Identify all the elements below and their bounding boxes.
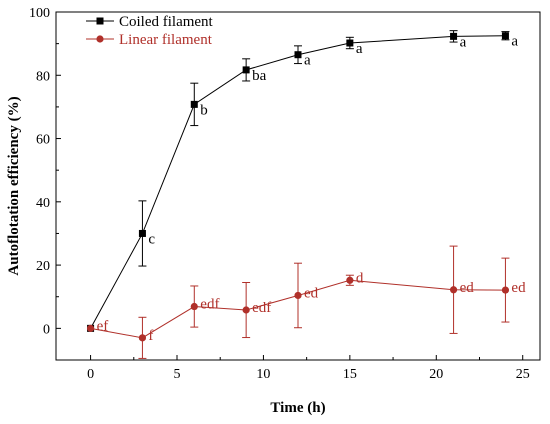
legend-label-linear: Linear filament	[119, 32, 213, 48]
x-tick-label: 15	[343, 367, 357, 382]
data-point	[294, 51, 302, 59]
plot-area: c b ba a a a a ef f edf edf ed d ed ed	[86, 30, 526, 359]
series-line	[90, 35, 506, 329]
x-tick-label: 5	[174, 367, 181, 382]
data-point	[346, 276, 354, 284]
data-point	[450, 32, 458, 40]
y-axis-label: Autoflotation efficiency (%)	[6, 96, 22, 275]
y-tick-label: 20	[36, 259, 50, 274]
data-point	[242, 306, 250, 314]
significance-label: edf	[252, 300, 271, 316]
legend-label-coiled: Coiled filament	[119, 14, 214, 30]
x-tick-label: 20	[429, 367, 443, 382]
x-tick-label: 25	[516, 367, 530, 382]
significance-label: edf	[200, 297, 219, 313]
significance-label: d	[356, 270, 364, 286]
x-tick-label: 10	[256, 367, 270, 382]
significance-label: a	[511, 34, 518, 50]
data-point	[138, 229, 146, 237]
legend-marker-coiled	[96, 17, 104, 25]
series-line	[90, 279, 506, 339]
significance-label: ed	[511, 280, 526, 296]
significance-label: a	[356, 41, 363, 57]
plot-frame	[55, 11, 541, 361]
significance-label: f	[148, 328, 153, 344]
data-point	[242, 66, 250, 74]
significance-label: c	[148, 231, 155, 247]
x-tick-label: 0	[87, 367, 94, 382]
data-point	[86, 324, 95, 332]
significance-label: b	[200, 102, 208, 118]
x-axis-label: Time (h)	[270, 400, 325, 416]
data-point	[138, 334, 147, 342]
y-tick-label: 0	[43, 322, 50, 337]
legend-marker-linear	[96, 35, 104, 43]
data-point	[501, 286, 510, 294]
y-tick-label: 40	[36, 196, 50, 211]
data-point	[346, 39, 354, 47]
significance-label: ed	[304, 285, 319, 301]
significance-label: ba	[252, 68, 267, 84]
axis-ticks: 0 5 10 15 20 25 0 20 40 60 80 100	[29, 6, 530, 382]
significance-label: a	[304, 53, 311, 69]
y-tick-label: 80	[36, 69, 50, 84]
legend: Coiled filament Linear filament	[86, 14, 214, 48]
data-point	[449, 286, 458, 294]
data-point	[294, 291, 302, 300]
series-linear: ef f edf edf ed d ed ed	[86, 245, 526, 359]
y-tick-label: 60	[36, 133, 50, 148]
data-point	[190, 100, 198, 108]
series-coiled: c b ba a a a a	[87, 30, 518, 332]
significance-label: a	[460, 34, 467, 50]
y-tick-label: 100	[29, 6, 50, 21]
data-point	[501, 32, 509, 40]
data-point	[190, 302, 198, 311]
significance-label: ef	[97, 318, 109, 334]
significance-label: ed	[460, 280, 475, 296]
